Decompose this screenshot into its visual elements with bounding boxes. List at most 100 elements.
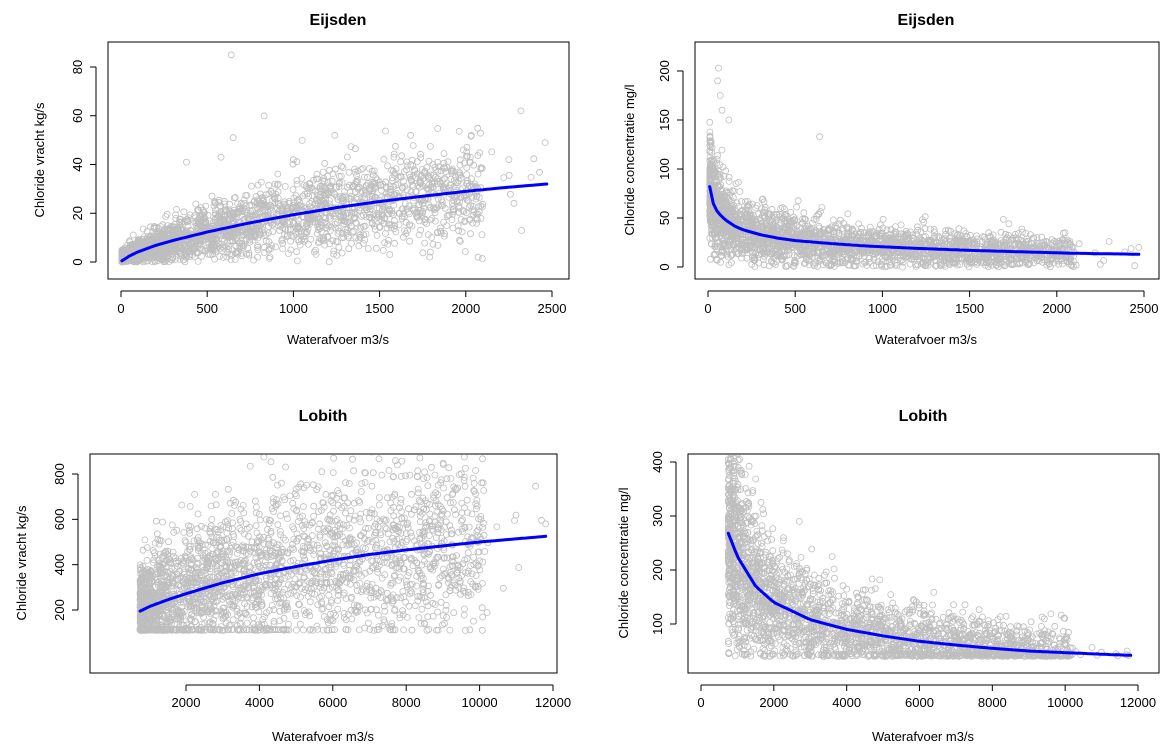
x-tick-label: 500 — [784, 301, 806, 316]
data-point — [779, 204, 786, 211]
data-point — [930, 226, 938, 233]
data-point — [462, 194, 470, 202]
data-point — [311, 200, 319, 208]
data-point — [294, 220, 302, 228]
data-point — [1034, 240, 1042, 247]
data-point — [290, 194, 298, 202]
data-point — [461, 217, 469, 225]
data-point — [192, 200, 200, 208]
data-point — [425, 157, 433, 165]
data-point — [1063, 258, 1071, 265]
data-point — [371, 222, 378, 230]
data-point — [426, 253, 434, 261]
data-point — [245, 249, 253, 257]
data-point — [415, 231, 423, 239]
data-point — [268, 203, 276, 211]
data-point — [334, 230, 342, 237]
data-point — [298, 136, 306, 144]
data-point — [226, 229, 234, 236]
data-point — [744, 202, 752, 210]
data-point — [993, 262, 1000, 270]
data-point — [1047, 263, 1054, 271]
data-point — [706, 128, 714, 136]
data-point — [1032, 254, 1040, 262]
data-point — [354, 195, 362, 203]
x-tick-label: 2500 — [1130, 301, 1159, 316]
data-point — [343, 229, 351, 237]
y-tick-label: 20 — [70, 206, 85, 220]
data-point — [837, 216, 844, 224]
data-point — [872, 262, 880, 269]
data-point — [337, 172, 345, 180]
data-point — [370, 211, 377, 219]
data-point — [933, 262, 941, 269]
data-point — [438, 196, 445, 204]
data-point — [124, 246, 132, 254]
data-point — [118, 249, 126, 257]
data-point — [725, 173, 733, 181]
data-point — [797, 231, 804, 238]
data-point — [962, 253, 970, 261]
plot-frame — [107, 41, 570, 280]
data-point — [1061, 237, 1069, 244]
plot-frame — [694, 41, 1160, 280]
data-point — [782, 262, 790, 270]
data-point — [467, 132, 475, 140]
data-point — [306, 215, 314, 223]
data-point — [922, 261, 930, 269]
data-point — [392, 228, 400, 236]
x-axis-label: Waterafvoer m3/s — [287, 332, 390, 347]
outlier-point — [407, 131, 415, 139]
data-point — [922, 259, 930, 267]
data-point — [345, 245, 353, 253]
data-point — [475, 194, 483, 201]
data-point — [289, 219, 297, 227]
data-point — [828, 256, 836, 264]
data-point — [376, 224, 384, 231]
data-point — [760, 252, 768, 260]
data-point — [763, 224, 771, 232]
data-point — [456, 237, 464, 245]
data-point — [183, 248, 191, 256]
data-point — [456, 169, 464, 177]
data-point — [370, 183, 378, 191]
data-point — [536, 168, 543, 176]
data-point — [449, 206, 457, 214]
data-point — [742, 206, 749, 214]
data-point — [139, 241, 147, 249]
data-point — [447, 175, 455, 183]
data-point — [737, 213, 745, 221]
data-point — [406, 237, 414, 245]
data-point — [403, 162, 411, 170]
data-point — [191, 253, 198, 261]
outlier-point — [183, 158, 190, 166]
data-point — [455, 208, 463, 216]
data-point — [427, 171, 435, 179]
data-point — [906, 260, 914, 268]
data-point — [510, 199, 518, 207]
data-point — [446, 184, 454, 192]
data-point — [527, 173, 535, 181]
chart-title: Eijsden — [310, 12, 367, 29]
data-point — [400, 210, 408, 218]
data-point — [198, 245, 206, 253]
data-point — [341, 188, 349, 195]
data-point — [455, 204, 463, 212]
data-point — [913, 230, 921, 238]
data-point — [391, 222, 399, 230]
data-point — [216, 231, 224, 239]
data-point — [123, 247, 130, 255]
data-point — [163, 210, 171, 218]
data-point — [1075, 240, 1083, 248]
data-point — [402, 230, 410, 238]
data-point — [417, 178, 424, 186]
data-point — [293, 177, 301, 184]
data-point — [474, 170, 482, 178]
data-point — [474, 152, 482, 160]
data-point — [434, 167, 442, 175]
data-point — [863, 262, 871, 269]
data-point — [478, 203, 486, 211]
data-point — [199, 236, 207, 244]
data-point — [475, 203, 483, 211]
